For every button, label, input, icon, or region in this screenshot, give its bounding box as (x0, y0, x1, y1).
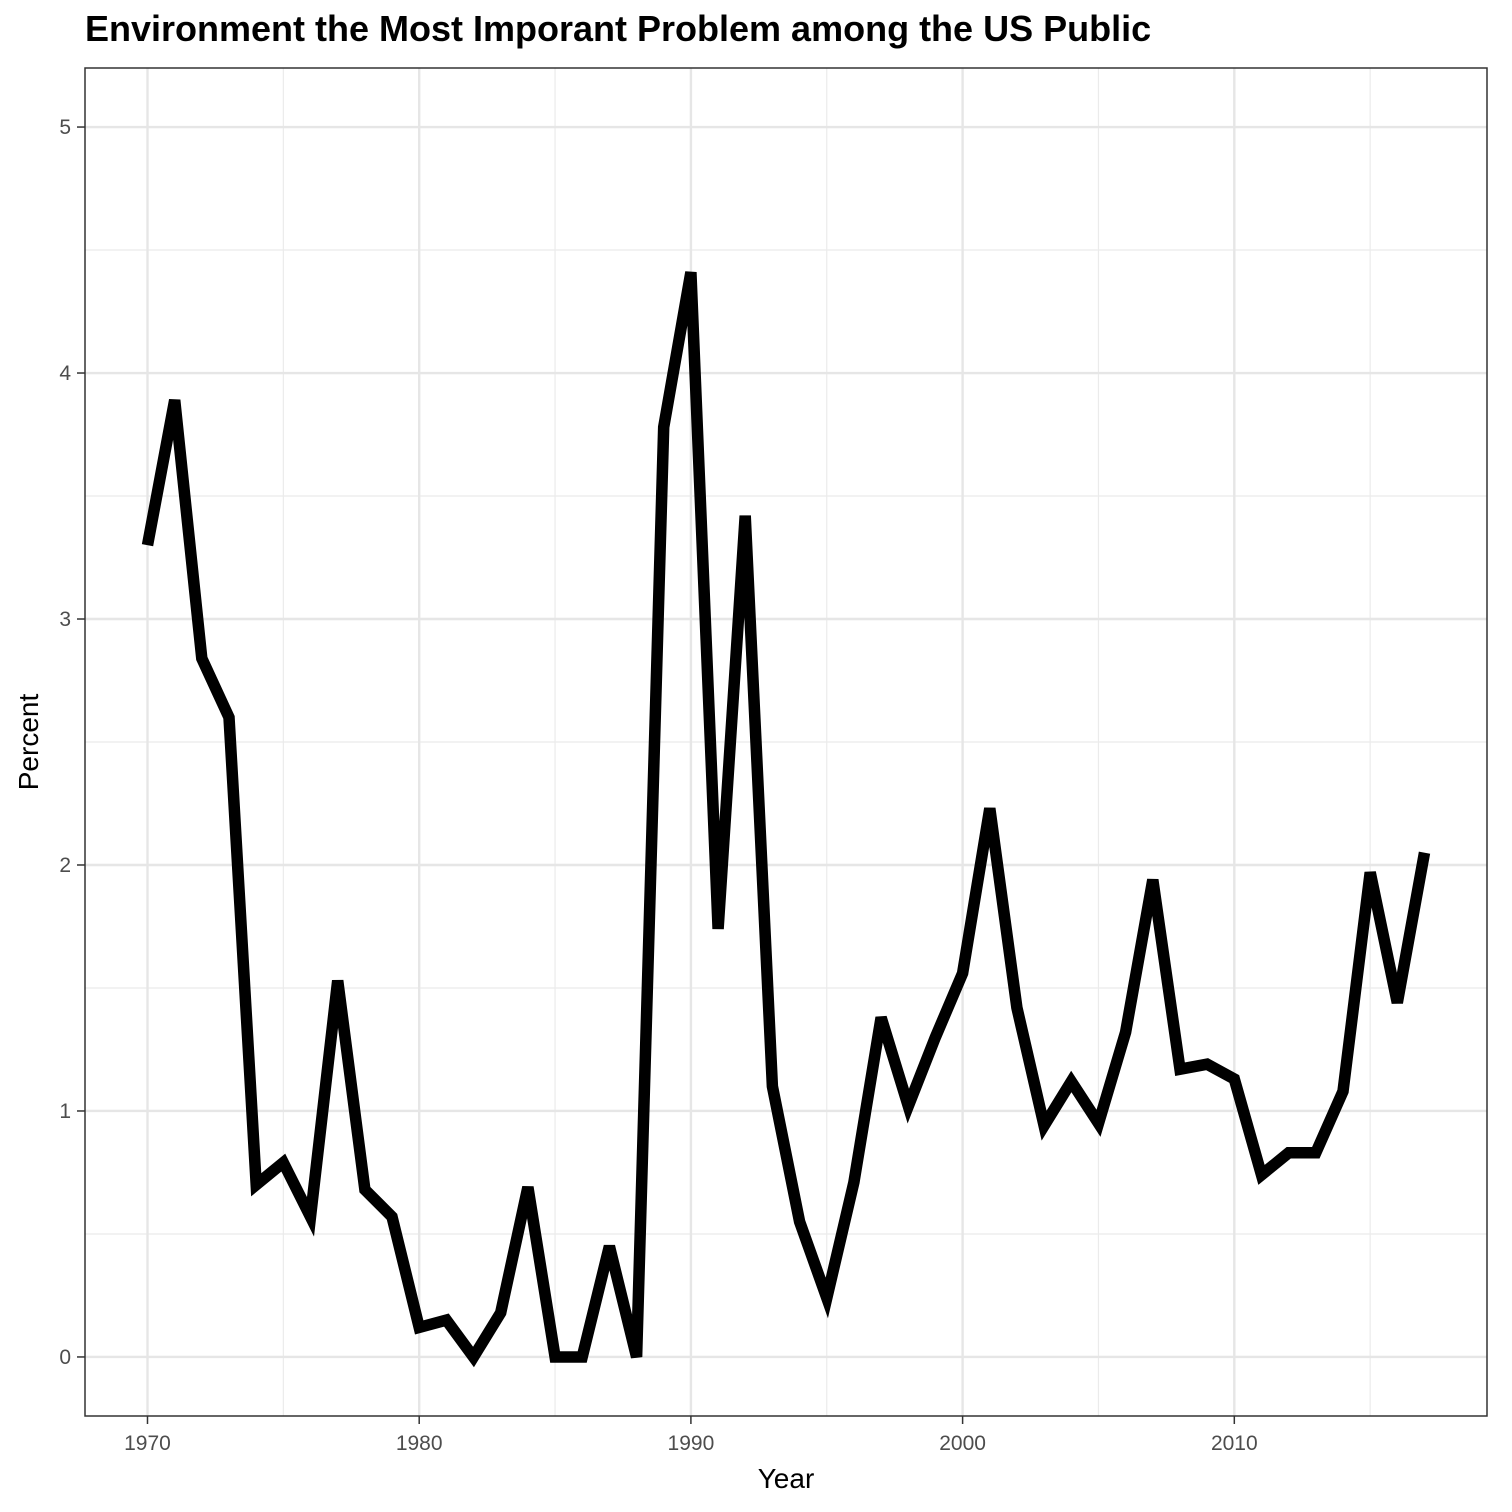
panel-border (84, 67, 1488, 1417)
x-axis-title: Year (758, 1463, 815, 1494)
x-tick-label: 2010 (1211, 1432, 1258, 1455)
axis-ticks (77, 126, 1236, 1424)
minor-gridlines (85, 68, 1487, 1416)
tick-labels: 1970 1980 1990 2000 2010 0 1 2 3 4 5 (59, 116, 1257, 1455)
y-tick-label: 3 (59, 608, 71, 631)
x-tick-label: 1990 (668, 1432, 715, 1455)
x-tick-label: 1980 (396, 1432, 443, 1455)
y-tick-label: 0 (59, 1346, 71, 1369)
y-tick-label: 1 (59, 1100, 71, 1123)
series-layer (141, 271, 1431, 1368)
x-tick-label: 2000 (939, 1432, 986, 1455)
chart-title: Environment the Most Imporant Problem am… (85, 8, 1152, 49)
y-tick-label: 4 (59, 362, 71, 385)
major-gridlines (85, 68, 1487, 1416)
y-axis-title: Percent (13, 694, 44, 791)
x-tick-label: 1970 (124, 1432, 171, 1455)
y-tick-label: 5 (59, 116, 71, 139)
y-tick-label: 2 (59, 854, 71, 877)
series-line (141, 271, 1431, 1368)
